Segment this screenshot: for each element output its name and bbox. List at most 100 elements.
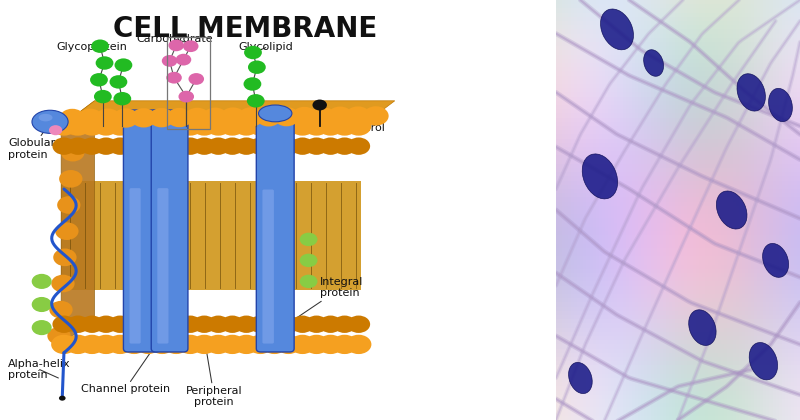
Circle shape	[166, 72, 182, 84]
Circle shape	[165, 315, 188, 333]
Circle shape	[55, 222, 78, 240]
Circle shape	[277, 315, 300, 333]
Circle shape	[163, 116, 189, 136]
Circle shape	[96, 56, 114, 70]
Circle shape	[165, 137, 188, 155]
Ellipse shape	[716, 191, 747, 229]
Circle shape	[32, 274, 52, 289]
Circle shape	[122, 335, 147, 354]
Circle shape	[50, 301, 73, 318]
Circle shape	[113, 108, 138, 128]
Ellipse shape	[582, 154, 618, 199]
Circle shape	[150, 116, 175, 136]
Circle shape	[150, 137, 174, 155]
Circle shape	[81, 137, 103, 155]
Circle shape	[346, 106, 370, 126]
Circle shape	[53, 315, 75, 333]
Circle shape	[150, 315, 174, 333]
Circle shape	[300, 233, 318, 246]
Circle shape	[94, 315, 118, 333]
Circle shape	[319, 137, 342, 155]
Circle shape	[59, 170, 82, 188]
Circle shape	[176, 54, 191, 66]
Circle shape	[219, 335, 245, 354]
Circle shape	[59, 109, 85, 128]
Text: Globular
protein: Globular protein	[8, 124, 55, 160]
Circle shape	[263, 315, 286, 333]
Circle shape	[114, 92, 131, 105]
Circle shape	[114, 58, 132, 72]
Circle shape	[32, 320, 52, 335]
Polygon shape	[61, 101, 394, 126]
Ellipse shape	[38, 114, 53, 121]
FancyBboxPatch shape	[151, 110, 188, 352]
Text: Carbohydrate: Carbohydrate	[137, 34, 214, 44]
Circle shape	[256, 107, 282, 126]
Circle shape	[47, 327, 70, 345]
Circle shape	[122, 315, 146, 333]
Circle shape	[149, 108, 174, 127]
Circle shape	[193, 137, 216, 155]
Circle shape	[79, 335, 105, 354]
Circle shape	[110, 75, 127, 89]
Circle shape	[169, 39, 184, 51]
Polygon shape	[61, 101, 94, 344]
Circle shape	[53, 137, 75, 155]
Circle shape	[249, 315, 272, 333]
Circle shape	[263, 137, 286, 155]
Circle shape	[32, 297, 52, 312]
Circle shape	[305, 137, 328, 155]
Text: CELL MEMBRANE: CELL MEMBRANE	[113, 15, 377, 43]
Circle shape	[66, 137, 90, 155]
Circle shape	[327, 107, 353, 126]
Circle shape	[248, 335, 273, 354]
Circle shape	[248, 60, 266, 74]
Circle shape	[249, 137, 272, 155]
Circle shape	[78, 109, 103, 128]
Text: Cholesterol: Cholesterol	[320, 103, 386, 133]
Circle shape	[318, 335, 343, 354]
Circle shape	[206, 315, 230, 333]
Text: Integral
protein: Integral protein	[294, 277, 363, 319]
Circle shape	[183, 40, 198, 52]
Circle shape	[94, 90, 112, 103]
Circle shape	[262, 116, 287, 136]
Circle shape	[61, 144, 85, 161]
Text: Glycolipid: Glycolipid	[238, 42, 293, 52]
Circle shape	[290, 335, 315, 354]
Circle shape	[247, 94, 265, 108]
Circle shape	[234, 335, 259, 354]
Circle shape	[122, 116, 147, 136]
Circle shape	[346, 116, 371, 136]
Circle shape	[304, 335, 330, 354]
Circle shape	[221, 137, 244, 155]
Circle shape	[79, 116, 105, 136]
Ellipse shape	[762, 244, 789, 277]
Circle shape	[300, 254, 318, 267]
Circle shape	[318, 116, 343, 136]
Circle shape	[243, 77, 262, 91]
Circle shape	[51, 116, 77, 136]
Circle shape	[137, 315, 160, 333]
Circle shape	[150, 335, 175, 354]
Circle shape	[109, 137, 131, 155]
Circle shape	[95, 108, 121, 128]
Text: Peripheral
protein: Peripheral protein	[186, 346, 242, 407]
Circle shape	[235, 137, 258, 155]
Circle shape	[346, 335, 371, 354]
Circle shape	[191, 335, 217, 354]
Text: Channel protein: Channel protein	[81, 346, 170, 394]
Circle shape	[54, 249, 77, 266]
Circle shape	[235, 315, 258, 333]
Circle shape	[206, 116, 231, 136]
Circle shape	[304, 116, 330, 136]
Circle shape	[363, 106, 389, 126]
Circle shape	[300, 275, 318, 288]
Circle shape	[193, 315, 216, 333]
Circle shape	[49, 125, 62, 135]
Circle shape	[178, 91, 194, 102]
Circle shape	[319, 315, 342, 333]
Circle shape	[248, 116, 273, 136]
Circle shape	[122, 137, 146, 155]
Circle shape	[94, 137, 118, 155]
